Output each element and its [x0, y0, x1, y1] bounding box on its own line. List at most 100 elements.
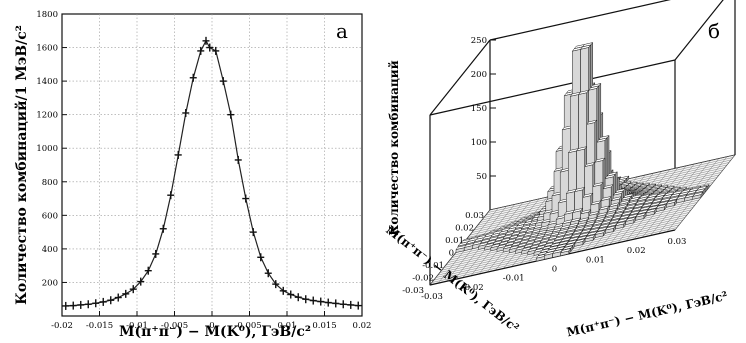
- y-tick-label: 1200: [36, 111, 58, 121]
- x-tick-label: -0.02: [462, 283, 484, 293]
- data-point: [354, 301, 362, 310]
- bar-side: [592, 233, 596, 241]
- x-tick-label: 0.02: [353, 321, 372, 331]
- z-tick-label: 150: [471, 104, 487, 114]
- grid-a: [62, 14, 362, 316]
- data-point: [249, 228, 257, 237]
- y-tick-label: 800: [42, 178, 58, 188]
- data-point: [202, 36, 210, 45]
- data-point: [347, 300, 355, 309]
- x-axis-label-b: M(π⁺π⁻) − M(K⁰), ГэВ/c²: [565, 289, 729, 340]
- data-point: [309, 296, 317, 305]
- bar-side: [582, 238, 586, 246]
- x-axis-label-a: M(π⁺π⁻) − M(K⁰), ГэВ/c²: [119, 324, 311, 340]
- z-tick-label: 100: [471, 138, 487, 148]
- bar-side: [623, 220, 626, 228]
- data-point: [264, 269, 272, 278]
- y-tick-label: 1600: [36, 44, 58, 54]
- data-point: [174, 150, 182, 159]
- data-point: [272, 280, 280, 289]
- data-point: [99, 297, 107, 306]
- data-point: [159, 224, 167, 233]
- bar-side: [603, 229, 606, 237]
- lego-bar: [584, 233, 596, 243]
- z-axis-label-b: Количество комбинаций: [387, 60, 401, 235]
- bar-side: [613, 225, 616, 233]
- x-tick-label: 0.01: [278, 321, 297, 331]
- y-tick-label: -0.01: [422, 261, 444, 271]
- data-point: [197, 46, 205, 55]
- x-tick-label: 0.015: [312, 321, 336, 331]
- z-tick-label: 250: [471, 36, 487, 46]
- lego-bar: [574, 238, 586, 247]
- box-edge: [674, 0, 724, 61]
- y-tick-label: 0.02: [455, 224, 474, 234]
- data-point: [129, 285, 137, 294]
- data-point: [279, 286, 287, 295]
- lego-bar: [645, 207, 657, 217]
- data-point: [302, 295, 310, 304]
- data-point: [339, 300, 347, 309]
- lego-bar: [614, 220, 627, 230]
- x-tick-label: 0.03: [668, 237, 687, 247]
- x-tick-label: 0.01: [586, 255, 605, 265]
- x-tick-label: 0.005: [237, 321, 261, 331]
- z-tick-label: 200: [471, 70, 487, 80]
- data-point: [144, 266, 152, 275]
- data-point: [182, 108, 190, 117]
- x-tick-label: -0.01: [126, 321, 148, 331]
- bar-side: [643, 212, 647, 220]
- x-tick-label: -0.005: [161, 321, 188, 331]
- data-point: [324, 298, 332, 307]
- y-tick-label: -0.02: [412, 274, 434, 284]
- data-point: [257, 253, 265, 262]
- x-tick-label: 0: [209, 321, 214, 331]
- y-ticks-b: -0.03 -0.02 -0.01 0 0.01 0.02 0.03: [402, 211, 484, 296]
- data-point: [62, 301, 70, 310]
- lego-bars-b: [455, 41, 710, 262]
- panel-label-a: а: [336, 19, 348, 43]
- x-ticks-b: -0.03 -0.02 -0.01 0 0.01 0.02 0.03: [421, 237, 686, 302]
- x-tick-label: -0.01: [503, 274, 525, 284]
- data-point: [92, 299, 100, 308]
- panel-label-b: б: [708, 19, 720, 43]
- bar-side: [653, 207, 657, 215]
- x-tick-label: -0.02: [51, 321, 73, 331]
- data-point: [206, 43, 214, 52]
- data-point: [107, 296, 115, 305]
- y-tick-label: 0.01: [445, 236, 464, 246]
- y-tick-label: -0.03: [402, 286, 424, 296]
- x-tick-label: -0.015: [86, 321, 113, 331]
- y-tick-label: 0.03: [465, 211, 484, 221]
- z-ticks-b: 50 100 150 200 250: [471, 36, 496, 182]
- y-tick-label: 200: [42, 278, 58, 288]
- z-tick-label: 50: [476, 172, 487, 182]
- box-edge: [429, 59, 676, 116]
- data-point: [219, 77, 227, 86]
- panel-a-chart: -0.02 -0.015 -0.01 -0.005 0 0.005 0.01 0.015 0.0…: [13, 10, 371, 340]
- data-point: [294, 293, 302, 302]
- x-tick-label: 0: [552, 265, 557, 275]
- x-tick-label: 0.02: [627, 246, 646, 256]
- bar-side: [674, 199, 677, 207]
- data-points-a: [62, 36, 362, 310]
- box-frame-b: [429, 0, 736, 286]
- lego-bar: [560, 247, 572, 257]
- y-tick-label: 600: [42, 211, 58, 221]
- y-tick-label: 400: [42, 245, 58, 255]
- y-tick-label: 1400: [36, 77, 58, 87]
- box-edge: [429, 39, 491, 116]
- data-point: [332, 299, 340, 308]
- y-axis-label-a: Количество комбинаций/1 МэВ/c²: [13, 25, 30, 305]
- bar-side: [700, 191, 704, 199]
- box-edge: [489, 0, 671, 41]
- x-ticks-a: -0.02 -0.015 -0.01 -0.005 0 0.005 0.01 0.015 0.0…: [51, 311, 371, 331]
- lego-bar: [692, 191, 704, 200]
- bar-side: [633, 216, 637, 224]
- data-point: [227, 110, 235, 119]
- data-point: [122, 289, 130, 298]
- y-ticks-a: 200 400 600 800 1000 1200 1400 1600 1800: [36, 10, 67, 288]
- data-point: [114, 293, 122, 302]
- data-point: [287, 290, 295, 299]
